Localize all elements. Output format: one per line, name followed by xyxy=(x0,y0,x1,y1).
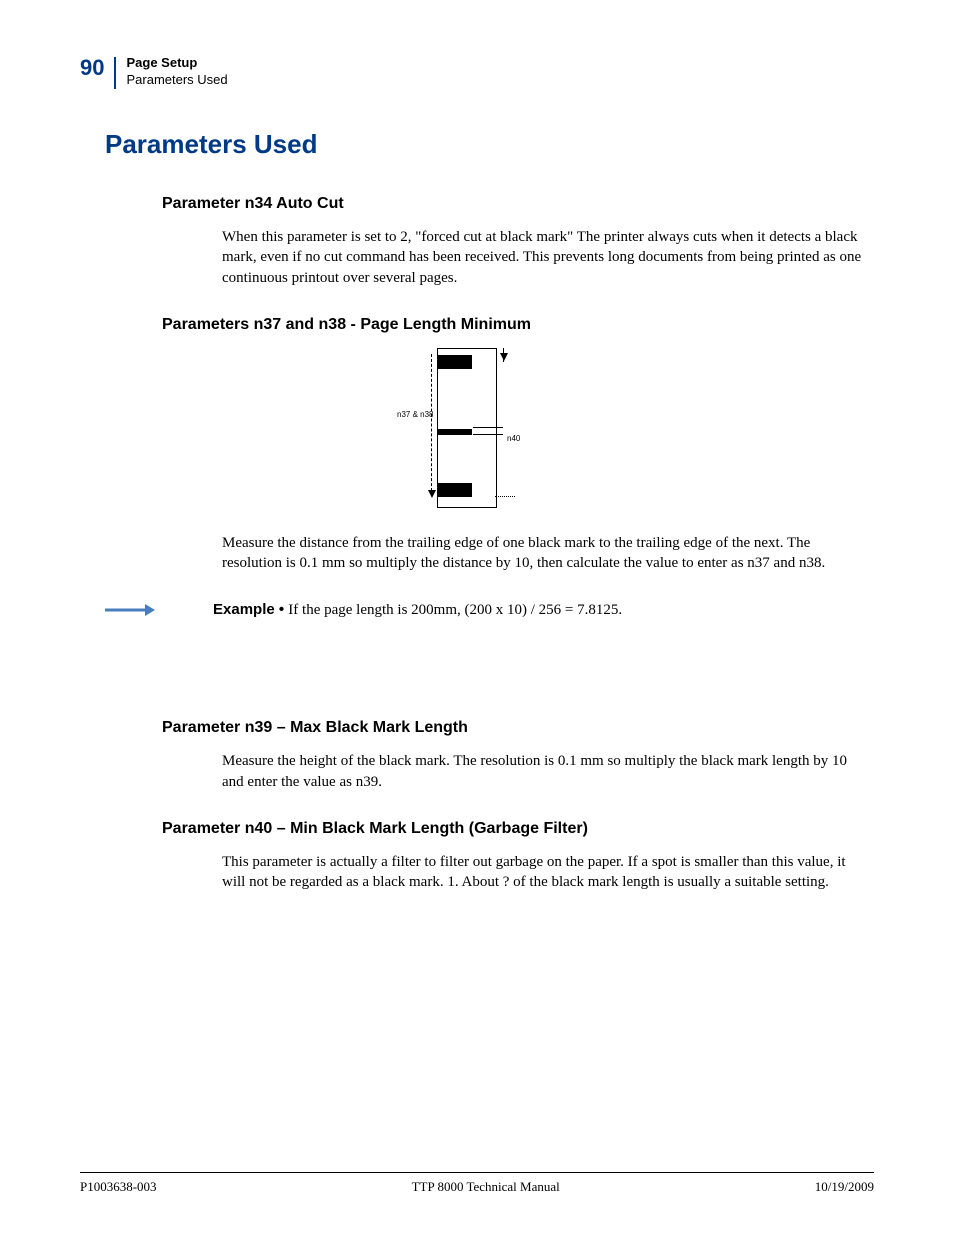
black-mark-top xyxy=(438,355,472,369)
s3-heading: Parameter n39 – Max Black Mark Length xyxy=(162,719,874,737)
page-length-diagram: n37 & n38 n40 xyxy=(80,348,874,513)
page-number: 90 xyxy=(80,55,104,81)
example-row: Example • If the page length is 200mm, (… xyxy=(105,601,874,619)
s2-body: Measure the distance from the trailing e… xyxy=(222,533,864,574)
n40-bracket xyxy=(473,427,503,435)
s3-body: Measure the height of the black mark. Th… xyxy=(222,751,864,792)
footer-right: 10/19/2009 xyxy=(815,1179,874,1195)
section-title: Parameters Used xyxy=(105,129,874,160)
black-mark-bottom xyxy=(438,483,472,497)
footer-rule xyxy=(80,1172,874,1173)
s1-body: When this parameter is set to 2, "forced… xyxy=(222,227,864,288)
s4-heading: Parameter n40 – Min Black Mark Length (G… xyxy=(162,820,874,838)
label-n40: n40 xyxy=(507,434,520,443)
page-footer: P1003638-003 TTP 8000 Technical Manual 1… xyxy=(80,1172,874,1195)
black-mark-mid xyxy=(438,429,472,435)
label-n37-n38: n37 & n38 xyxy=(397,410,433,419)
dotted-baseline xyxy=(495,496,515,497)
s2-heading: Parameters n37 and n38 - Page Length Min… xyxy=(162,316,874,334)
page-header: 90 Page Setup Parameters Used xyxy=(80,55,874,89)
header-line1: Page Setup xyxy=(126,55,227,72)
arrow-down-top-icon xyxy=(500,353,508,361)
dimension-line xyxy=(431,354,432,496)
header-breadcrumb: Page Setup Parameters Used xyxy=(126,55,227,89)
header-divider xyxy=(114,57,116,89)
arrow-down-bot-icon xyxy=(428,490,436,498)
header-line2: Parameters Used xyxy=(126,72,227,89)
example-text: Example • If the page length is 200mm, (… xyxy=(213,601,622,619)
example-body: If the page length is 200mm, (200 x 10) … xyxy=(288,602,622,618)
s4-body: This parameter is actually a filter to f… xyxy=(222,852,864,893)
s1-heading: Parameter n34 Auto Cut xyxy=(162,195,874,213)
example-arrow-icon xyxy=(105,604,155,616)
footer-center: TTP 8000 Technical Manual xyxy=(412,1179,560,1195)
example-label: Example • xyxy=(213,601,288,618)
footer-left: P1003638-003 xyxy=(80,1179,157,1195)
